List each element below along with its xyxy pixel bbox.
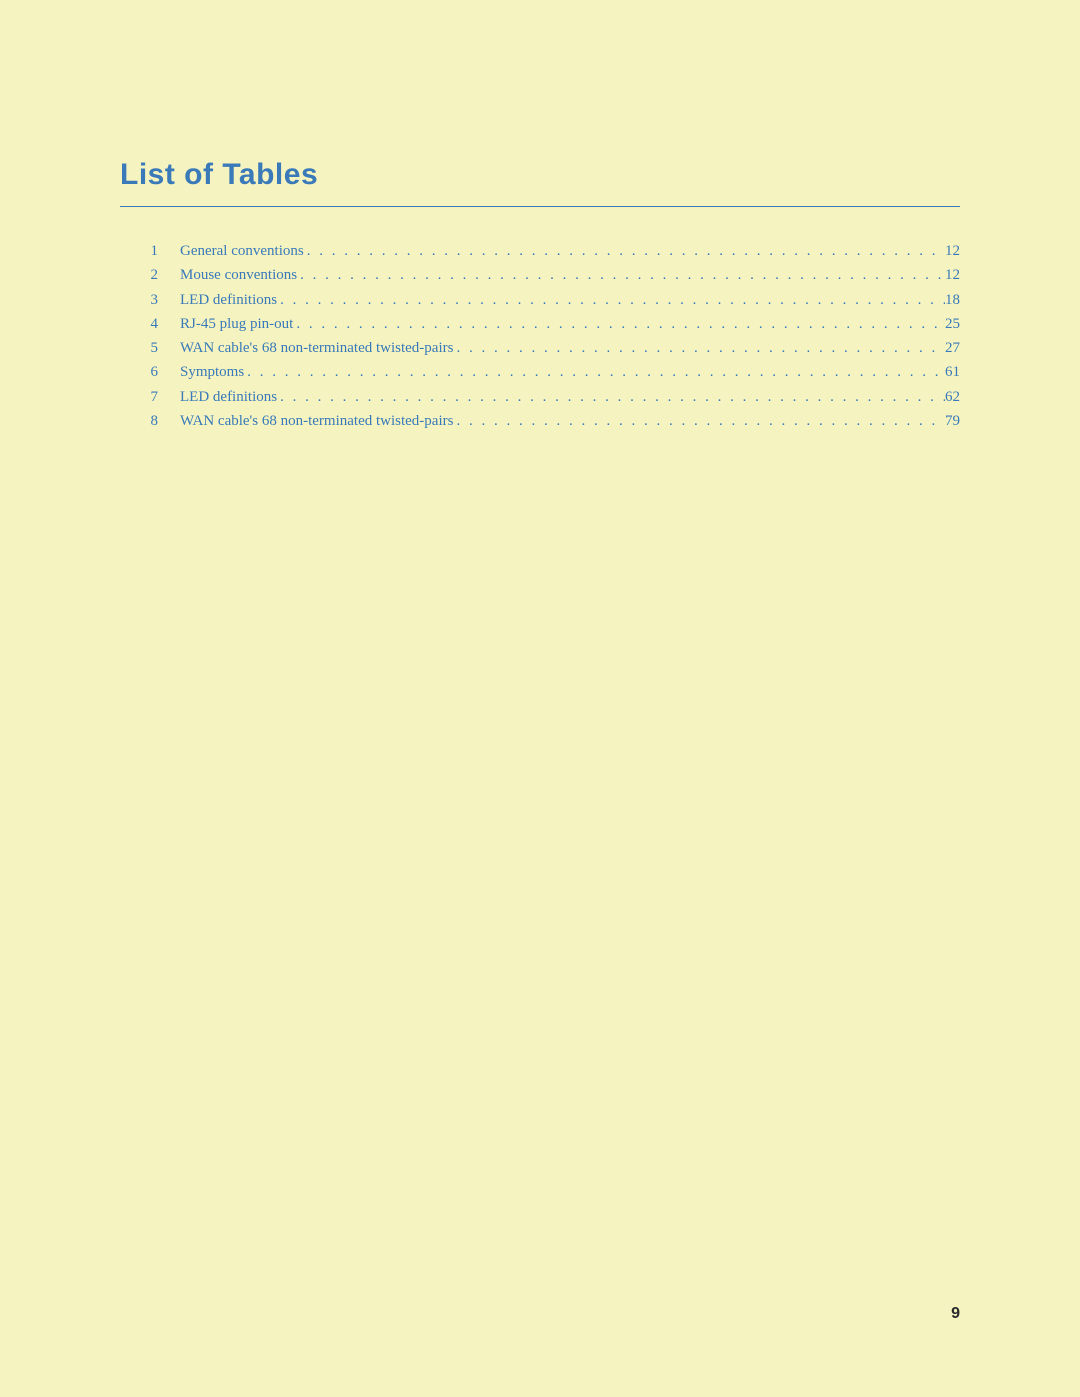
toc-entry-number: 4: [120, 312, 158, 336]
toc-entry-label: General conventions: [158, 239, 304, 263]
toc-entry-label: Mouse conventions: [158, 263, 297, 287]
toc-entry-label: WAN cable's 68 non-terminated twisted-pa…: [158, 409, 453, 433]
toc-entry[interactable]: 6 Symptoms . . . . . . . . . . . . . . .…: [120, 360, 960, 384]
toc-entry-page: 79: [945, 409, 960, 433]
page-container: List of Tables 1 General conventions . .…: [0, 0, 1080, 433]
toc-entry-page: 27: [945, 336, 960, 360]
toc-entry-number: 2: [120, 263, 158, 287]
toc-entry-page: 62: [945, 385, 960, 409]
toc-entry-number: 8: [120, 409, 158, 433]
toc-entry[interactable]: 5 WAN cable's 68 non-terminated twisted-…: [120, 336, 960, 360]
toc-entry-page: 25: [945, 312, 960, 336]
toc-leader-dots: . . . . . . . . . . . . . . . . . . . . …: [297, 263, 945, 287]
toc-entry[interactable]: 3 LED definitions . . . . . . . . . . . …: [120, 288, 960, 312]
toc-entry-number: 7: [120, 385, 158, 409]
toc-entry-label: Symptoms: [158, 360, 244, 384]
toc-leader-dots: . . . . . . . . . . . . . . . . . . . . …: [277, 385, 945, 409]
toc-entry-label: RJ-45 plug pin-out: [158, 312, 293, 336]
toc-entry-number: 3: [120, 288, 158, 312]
toc-entry-page: 12: [945, 239, 960, 263]
toc-entry[interactable]: 2 Mouse conventions . . . . . . . . . . …: [120, 263, 960, 287]
toc-leader-dots: . . . . . . . . . . . . . . . . . . . . …: [453, 409, 945, 433]
toc-entry-number: 5: [120, 336, 158, 360]
toc-leader-dots: . . . . . . . . . . . . . . . . . . . . …: [453, 336, 945, 360]
toc-entry[interactable]: 4 RJ-45 plug pin-out . . . . . . . . . .…: [120, 312, 960, 336]
toc-leader-dots: . . . . . . . . . . . . . . . . . . . . …: [304, 239, 945, 263]
page-number: 9: [951, 1305, 960, 1323]
toc-entry[interactable]: 1 General conventions . . . . . . . . . …: [120, 239, 960, 263]
toc-entry-label: LED definitions: [158, 288, 277, 312]
toc-entry[interactable]: 8 WAN cable's 68 non-terminated twisted-…: [120, 409, 960, 433]
toc-list: 1 General conventions . . . . . . . . . …: [120, 239, 960, 433]
toc-entry-page: 12: [945, 263, 960, 287]
toc-entry[interactable]: 7 LED definitions . . . . . . . . . . . …: [120, 385, 960, 409]
toc-entry-number: 6: [120, 360, 158, 384]
toc-entry-page: 18: [945, 288, 960, 312]
toc-entry-number: 1: [120, 239, 158, 263]
toc-leader-dots: . . . . . . . . . . . . . . . . . . . . …: [277, 288, 945, 312]
toc-entry-label: WAN cable's 68 non-terminated twisted-pa…: [158, 336, 453, 360]
toc-entry-page: 61: [945, 360, 960, 384]
toc-entry-label: LED definitions: [158, 385, 277, 409]
page-title: List of Tables: [120, 158, 960, 207]
toc-leader-dots: . . . . . . . . . . . . . . . . . . . . …: [293, 312, 945, 336]
toc-leader-dots: . . . . . . . . . . . . . . . . . . . . …: [244, 360, 945, 384]
